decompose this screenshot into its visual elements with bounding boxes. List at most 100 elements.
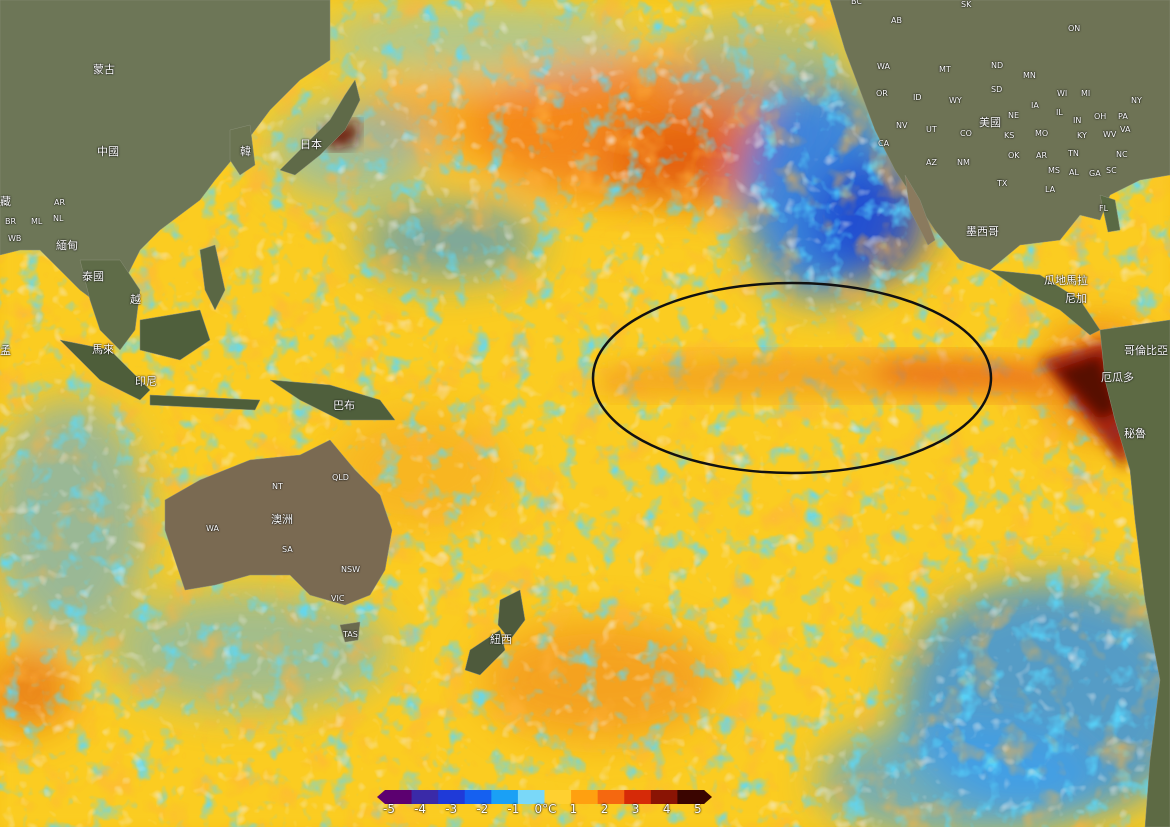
region-label: CA	[878, 139, 890, 148]
region-label: IL	[1056, 108, 1063, 117]
region-label: WA	[877, 62, 890, 71]
region-label: IN	[1073, 116, 1082, 125]
country-label: 印尼	[135, 375, 157, 388]
country-label: 哥倫比亞	[1124, 344, 1168, 357]
legend-swatch	[491, 790, 519, 804]
country-label: 美國	[979, 116, 1001, 129]
country-label: 蒙古	[93, 63, 115, 76]
country-label: 馬來	[92, 343, 114, 356]
country-label: 日本	[300, 138, 322, 151]
region-label: SK	[961, 0, 972, 9]
legend-tick-label: -5	[383, 802, 395, 816]
legend-arrow-right	[704, 790, 712, 804]
region-label: NT	[272, 482, 283, 491]
region-label: SD	[991, 85, 1003, 94]
region-label: WY	[949, 96, 962, 105]
legend-tick-label: -2	[476, 802, 489, 816]
legend-swatch	[517, 790, 545, 804]
country-label: 秘魯	[1124, 427, 1146, 440]
legend-swatch	[411, 790, 439, 804]
legend-tick-label: -4	[414, 802, 427, 816]
region-label: BR	[5, 217, 17, 226]
color-legend: -5 -4 -3 -2 -1 0°C 1 2 3 4 5	[377, 790, 712, 820]
legend-swatch	[650, 790, 678, 804]
country-label: 韓	[240, 145, 251, 158]
region-label: WA	[206, 524, 219, 533]
legend-swatch	[544, 790, 572, 804]
region-label: FL	[1099, 204, 1109, 213]
region-label: QLD	[332, 473, 349, 482]
region-label: TN	[1068, 149, 1079, 158]
region-label: AR	[54, 198, 66, 207]
region-label: OK	[1008, 151, 1020, 160]
region-label: WB	[8, 234, 22, 243]
legend-arrow-left	[377, 790, 385, 804]
country-label: 緬甸	[56, 239, 78, 252]
region-label: TX	[997, 179, 1008, 188]
region-label: NY	[1131, 96, 1142, 105]
region-label: OH	[1094, 112, 1107, 121]
legend-swatch	[597, 790, 625, 804]
region-label: KY	[1077, 131, 1087, 140]
region-label: BC	[851, 0, 862, 6]
country-label: 紐西	[490, 633, 512, 646]
country-label: 中國	[97, 145, 119, 158]
region-label: AL	[1069, 168, 1079, 177]
region-label: MT	[939, 65, 951, 74]
region-label: ID	[913, 93, 922, 102]
equatorial-warm-tongue	[600, 352, 1060, 400]
region-label: NV	[896, 121, 908, 130]
region-label: MS	[1048, 166, 1060, 175]
region-label: WV	[1103, 130, 1117, 139]
legend-tick-label: 0°C	[534, 802, 557, 816]
region-label: TAS	[343, 630, 358, 639]
region-label: ML	[31, 217, 43, 226]
region-label: GA	[1089, 169, 1101, 178]
region-label: MN	[1023, 71, 1036, 80]
partial-label: 藏	[0, 195, 11, 208]
region-label: WI	[1057, 89, 1068, 98]
region-label: AZ	[926, 158, 937, 167]
region-label: NL	[53, 214, 64, 223]
region-label: SC	[1106, 166, 1117, 175]
country-label: 澳洲	[271, 513, 293, 526]
region-label: VIC	[331, 594, 345, 603]
legend-swatch	[571, 790, 599, 804]
country-label: 瓜地馬拉	[1044, 274, 1088, 287]
legend-tick-label: 4	[662, 802, 671, 816]
region-label: NSW	[341, 565, 360, 574]
region-label: NM	[957, 158, 970, 167]
region-label: KS	[1004, 131, 1015, 140]
legend-swatch	[438, 790, 466, 804]
region-label: IA	[1031, 101, 1039, 110]
region-label: AR	[1036, 151, 1048, 160]
region-label: OR	[876, 89, 888, 98]
region-label: PA	[1118, 112, 1128, 121]
legend-bar	[377, 790, 712, 804]
highlight-ellipse	[591, 281, 993, 475]
region-label: AB	[891, 16, 902, 25]
legend-swatch	[385, 790, 413, 804]
partial-label: 孟	[0, 344, 11, 357]
legend-swatch	[677, 790, 705, 804]
region-label: NE	[1008, 111, 1020, 120]
region-label: UT	[926, 125, 937, 134]
country-label: 厄瓜多	[1101, 371, 1134, 384]
region-label: SA	[282, 545, 293, 554]
region-label: ON	[1068, 24, 1081, 33]
country-label: 墨西哥	[966, 225, 999, 238]
legend-tick-label: -3	[445, 802, 458, 816]
region-label: VA	[1120, 125, 1131, 134]
legend-tick-label: 3	[631, 802, 640, 816]
region-label: MI	[1081, 89, 1091, 98]
country-label: 尼加	[1065, 292, 1087, 305]
legend-tick-label: -1	[507, 802, 520, 816]
legend-tick-label: 1	[569, 802, 578, 816]
legend-tick-label: 2	[600, 802, 609, 816]
region-label: LA	[1045, 185, 1056, 194]
legend-tick-label: 5	[694, 802, 702, 816]
legend-swatch	[464, 790, 492, 804]
